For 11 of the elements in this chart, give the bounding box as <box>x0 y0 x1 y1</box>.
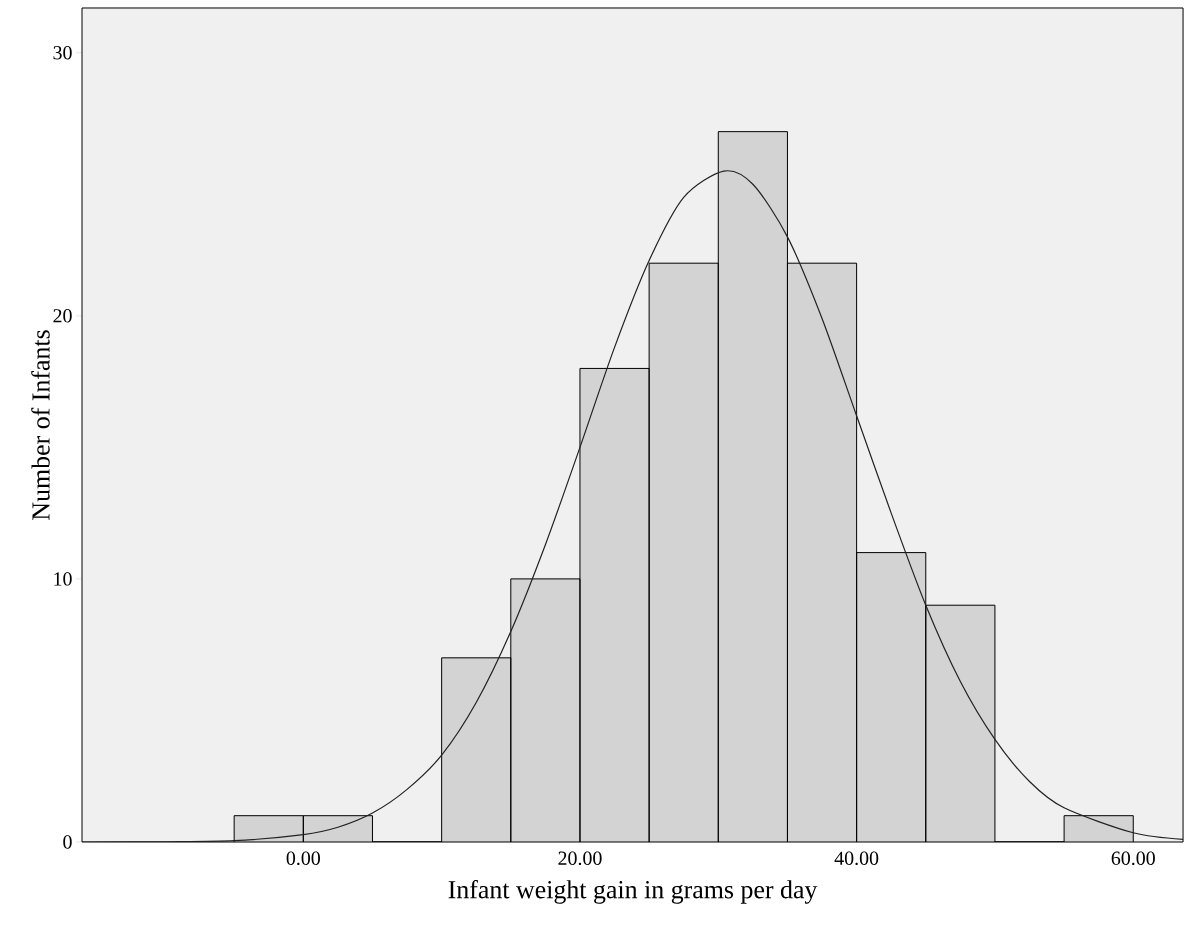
y-tick-label: 30 <box>53 45 72 60</box>
y-tick-label: 10 <box>54 572 72 586</box>
line-series <box>82 170 1184 842</box>
y-tick-label: 20 <box>53 309 72 323</box>
y-axis-title: Number of Infants <box>31 330 50 520</box>
x-axis-title: Infant weight gain in grams per day <box>448 879 818 904</box>
x-tick-label: 20.00 <box>558 851 602 866</box>
x-tick-label: 0.00 <box>286 851 320 866</box>
x-tick-label: 40.00 <box>834 851 879 866</box>
y-tick-label: 0 <box>63 835 72 849</box>
x-tick-label: 60.00 <box>1111 851 1155 866</box>
